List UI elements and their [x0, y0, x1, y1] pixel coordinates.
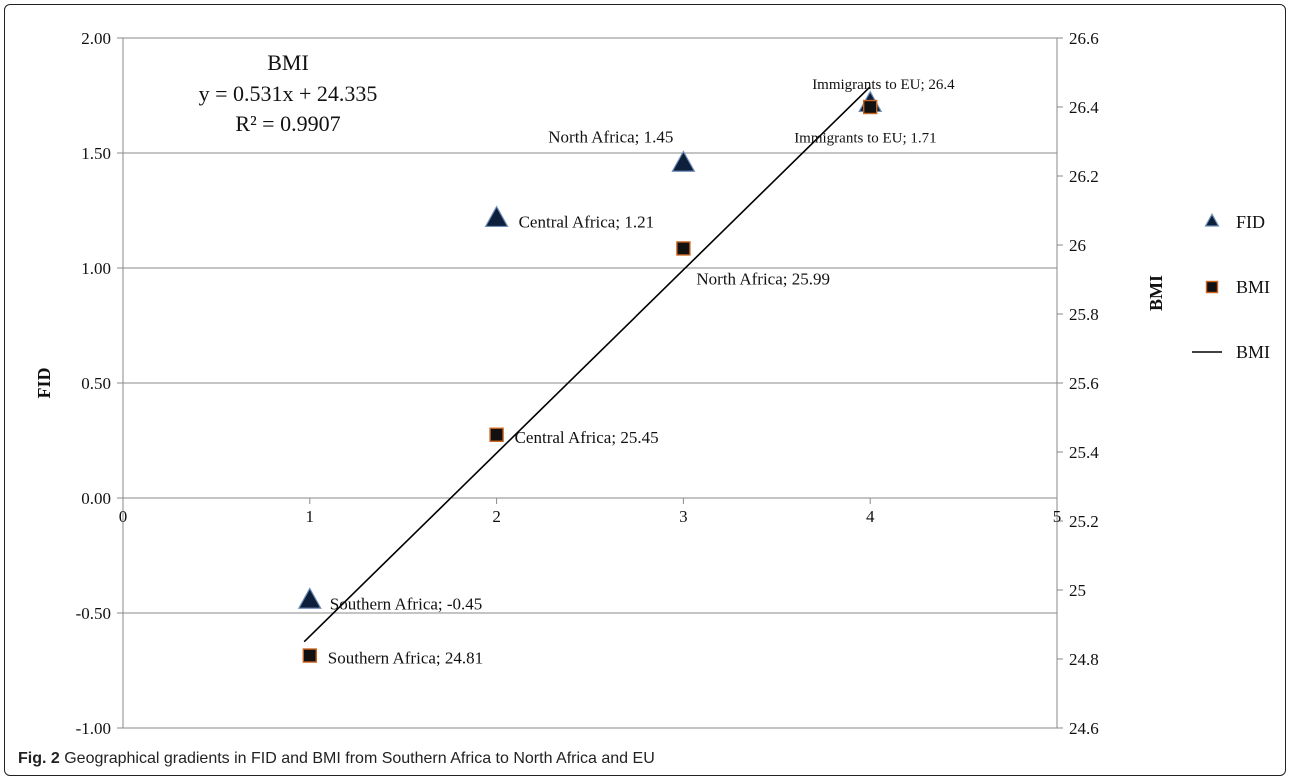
figure-caption: Fig. 2 Geographical gradients in FID and… [18, 750, 655, 768]
data-labels: Southern Africa; -0.45 Central Africa; 1.… [328, 77, 955, 668]
y-right-tick-label: 25.2 [1069, 512, 1099, 531]
x-tick-label: 3 [679, 507, 688, 526]
y-left-tick-label: 1.50 [81, 144, 111, 163]
legend: FID BMI BMI [1192, 212, 1270, 362]
legend-bmi-marker [1205, 280, 1219, 294]
legend-label: FID [1236, 212, 1265, 232]
y-right-tick-label: 26.2 [1069, 167, 1099, 186]
caption-label: Fig. 2 [18, 750, 60, 767]
data-marks [297, 90, 883, 663]
fid-point [484, 205, 509, 228]
bmi-data-label: Southern Africa; 24.81 [328, 649, 483, 668]
y-right-tick-label: 24.6 [1069, 719, 1099, 738]
y-right-tick-label: 25.4 [1069, 443, 1099, 462]
annotation-line: R² = 0.9907 [235, 111, 340, 136]
x-tick-label: 1 [306, 507, 315, 526]
fid-point [671, 150, 696, 172]
y-left-tick-label: -1.00 [76, 719, 111, 738]
bmi-data-label: North Africa; 25.99 [696, 269, 830, 288]
y-axis-right-title: BMI [1146, 275, 1166, 311]
caption-text: Geographical gradients in FID and BMI fr… [64, 750, 655, 767]
legend-label: BMI [1236, 277, 1270, 297]
fid-data-label: North Africa; 1.45 [548, 128, 673, 147]
y-left-tick-label: 1.00 [81, 259, 111, 278]
bmi-point [302, 648, 317, 663]
y-right-tick-label: 26 [1069, 236, 1086, 255]
gridlines [123, 37, 1057, 729]
y-right-tick-label: 25.6 [1069, 374, 1099, 393]
fid-point [297, 587, 322, 609]
bmi-trendline [303, 86, 871, 643]
y-left-tick-label: 0.50 [81, 374, 111, 393]
fid-data-label: Immigrants to EU; 1.71 [794, 131, 937, 147]
y-right-tick-label: 26.6 [1069, 29, 1099, 48]
legend-label: BMI [1236, 342, 1270, 362]
y-left-tick-label: 0.00 [81, 489, 111, 508]
legend-fid-marker [1204, 213, 1220, 227]
y-left-tick-label: -0.50 [76, 604, 111, 623]
x-tick-label: 4 [866, 507, 875, 526]
figure-frame [4, 4, 1286, 776]
annotation-line: y = 0.531x + 24.335 [199, 81, 378, 106]
x-tick-label: 2 [492, 507, 501, 526]
bmi-point [676, 241, 691, 256]
trendline-group [303, 86, 871, 643]
y-right-tick-label: 26.4 [1069, 98, 1099, 117]
fid-data-label: Southern Africa; -0.45 [330, 595, 483, 614]
tick-labels: -1.00-0.500.000.501.001.502.0024.624.825… [34, 29, 1166, 738]
annotation-line: BMI [267, 50, 309, 75]
bmi-point [489, 427, 504, 442]
x-tick-label: 0 [119, 507, 128, 526]
bmi-point [863, 99, 878, 115]
trendline-annotation: BMI y = 0.531x + 24.335 R² = 0.9907 [199, 50, 378, 136]
x-tick-label: 5 [1053, 507, 1062, 526]
y-right-tick-label: 25 [1069, 581, 1086, 600]
fid-data-label: Central Africa; 1.21 [519, 213, 655, 232]
y-axis-left-title: FID [34, 368, 54, 399]
y-right-tick-label: 24.8 [1069, 650, 1099, 669]
y-left-tick-label: 2.00 [81, 29, 111, 48]
y-right-tick-label: 25.8 [1069, 305, 1099, 324]
bmi-data-label: Immigrants to EU; 26.4 [812, 77, 955, 93]
bmi-data-label: Central Africa; 25.45 [515, 428, 659, 447]
